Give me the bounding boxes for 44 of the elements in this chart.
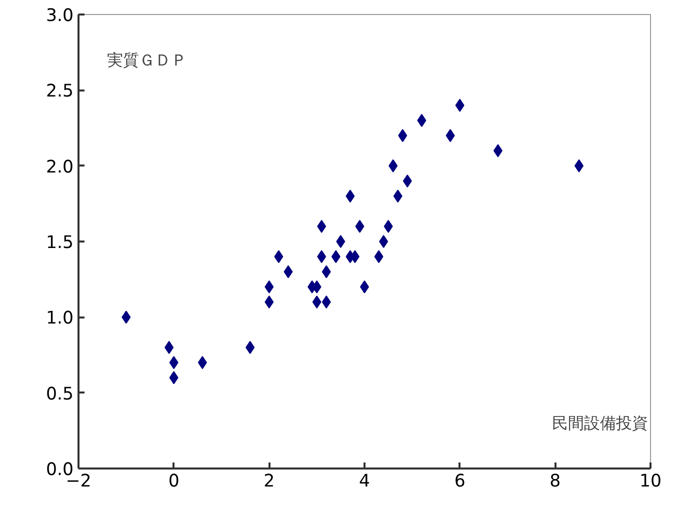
point: [284, 265, 293, 278]
point: [388, 159, 398, 172]
point: [198, 356, 207, 370]
x-axis-title: 民間設備投資: [552, 414, 648, 433]
x-tick-label: 4: [358, 472, 370, 492]
point: [122, 310, 131, 324]
x-tick-label: 8: [550, 472, 561, 492]
point: [446, 129, 455, 142]
x-tick-label: 10: [639, 472, 662, 492]
x-tick-label: 2: [264, 472, 275, 492]
point: [384, 220, 393, 233]
point: [312, 296, 322, 309]
point: [346, 190, 355, 203]
y-tick-label: 2.5: [46, 82, 74, 102]
y-tick-label: 3.0: [46, 6, 74, 26]
y-tick-label: 1.0: [46, 308, 74, 329]
point: [164, 340, 174, 354]
point: [493, 144, 502, 158]
point: [393, 190, 402, 203]
point: [246, 340, 255, 354]
point: [379, 235, 388, 248]
point: [169, 356, 178, 370]
x-tick-label: 6: [454, 472, 466, 492]
point: [355, 220, 364, 233]
point: [331, 250, 340, 264]
y-axis-title: 実質ＧＤＰ: [107, 50, 188, 70]
point: [169, 371, 178, 384]
x-tick-label: 0: [168, 472, 180, 492]
point: [402, 174, 412, 188]
y-tick-label: 2.0: [46, 157, 74, 178]
point: [417, 114, 426, 127]
point: [322, 296, 331, 309]
point: [398, 129, 408, 142]
y-tick-label: 1.5: [46, 233, 74, 253]
point: [455, 98, 464, 112]
point: [336, 235, 346, 248]
point: [317, 250, 326, 264]
point: [322, 265, 331, 278]
point: [374, 250, 384, 264]
point: [274, 250, 284, 264]
point: [264, 296, 274, 309]
y-tick-label: 0.5: [46, 384, 74, 404]
point: [317, 220, 326, 233]
point: [264, 280, 274, 294]
